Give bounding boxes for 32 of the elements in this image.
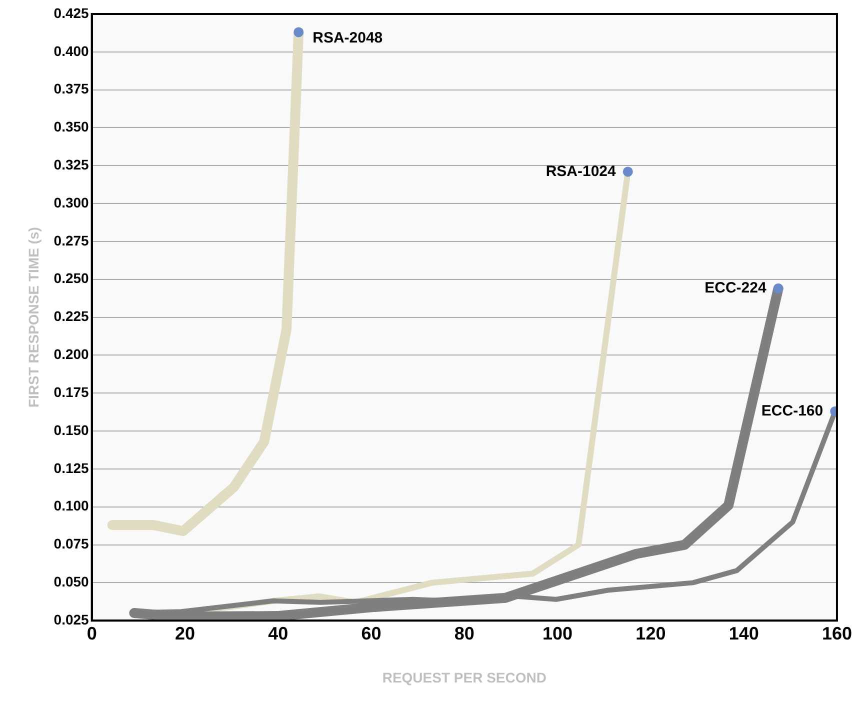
y-tick-label: 0.100 [54, 498, 90, 514]
y-tick-label: 0.425 [54, 4, 90, 21]
series-label: ECC-224 [704, 280, 767, 297]
x-tick-label: 60 [361, 623, 382, 644]
y-tick-label: 0.375 [54, 80, 90, 97]
y-tick-label: 0.275 [54, 232, 90, 248]
y-tick-label: 0.075 [54, 536, 90, 552]
y-tick-label: 0.200 [54, 346, 90, 362]
y-tick-label: 0.250 [54, 270, 90, 286]
x-tick-label: 160 [822, 623, 852, 644]
y-axis-title: FIRST RESPONSE TIME (s) [25, 227, 42, 408]
y-tick-label: 0.225 [54, 308, 90, 324]
x-tick-label: 40 [268, 623, 288, 644]
series-label: RSA-2048 [312, 29, 383, 46]
y-tick-label: 0.175 [54, 384, 90, 400]
y-tick-label: 0.325 [54, 156, 90, 173]
y-tick-label: 0.150 [54, 422, 90, 438]
series-label: ECC-160 [761, 402, 824, 420]
y-tick-label: 0.050 [54, 574, 90, 590]
x-tick-label: 120 [636, 623, 666, 644]
x-tick-label: 140 [728, 623, 759, 644]
y-tick-label: 0.125 [54, 460, 90, 476]
y-tick-label: 0.400 [54, 42, 90, 59]
y-tick-label: 0.300 [54, 194, 90, 210]
series-label: RSA-1024 [546, 162, 617, 180]
y-tick-label: 0.350 [54, 118, 90, 135]
x-tick-label: 80 [454, 623, 474, 644]
x-axis-title: REQUEST PER SECOND [382, 669, 546, 686]
x-tick-label: 20 [174, 623, 195, 644]
x-tick-label: 100 [542, 623, 573, 644]
y-tick-label: 0.025 [54, 611, 90, 628]
x-tick-label: 0 [86, 623, 97, 644]
